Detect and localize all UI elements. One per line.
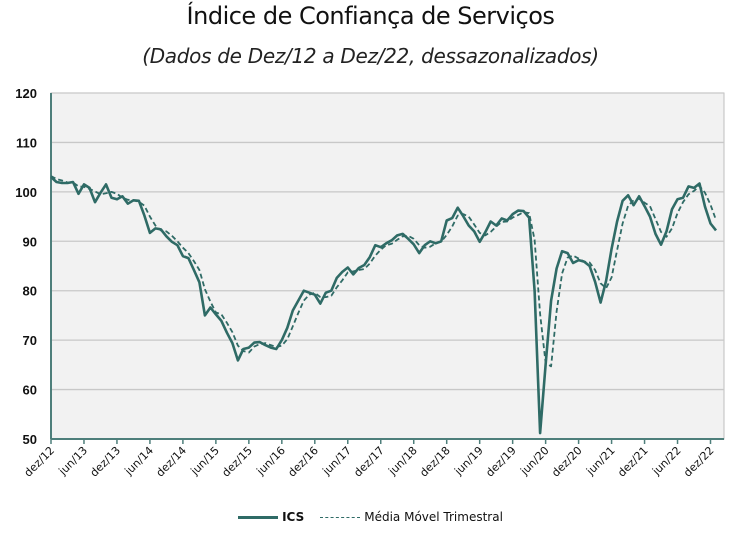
y-tick-label: 120 <box>15 86 37 101</box>
y-tick-label: 90 <box>23 234 37 249</box>
x-tick-label: dez/18 <box>417 444 453 480</box>
y-axis: 50 60 70 80 90 100 110 120 <box>15 86 37 447</box>
x-tick-label: dez/20 <box>549 444 585 480</box>
x-tick-label: jun/20 <box>517 444 551 478</box>
y-tick-label: 60 <box>23 383 37 398</box>
x-tick-label: jun/17 <box>319 444 353 478</box>
series-group <box>50 175 718 435</box>
x-tick-label: jun/22 <box>649 444 683 478</box>
y-tick-label: 50 <box>23 432 37 447</box>
y-tick-label: 110 <box>16 135 37 150</box>
legend-label-moving-average: Média Móvel Trimestral <box>364 510 503 524</box>
x-tick-label: jun/21 <box>583 444 617 478</box>
legend-label-ics: ICS <box>282 510 305 524</box>
x-tick-label: dez/13 <box>88 444 124 480</box>
x-tick-label: dez/19 <box>483 444 519 480</box>
x-tick-label: jun/15 <box>188 444 222 478</box>
legend-item-ics: ICS <box>238 510 304 524</box>
x-tick-label: dez/14 <box>154 444 190 480</box>
series-moving-average-line <box>50 175 717 368</box>
y-tick-label: 80 <box>23 284 37 299</box>
legend: ICS Média Móvel Trimestral <box>0 510 741 524</box>
x-tick-label: dez/22 <box>681 444 717 480</box>
chart-subtitle: (Dados de Dez/12 a Dez/22, dessazonaliza… <box>142 44 599 68</box>
y-tick-label: 70 <box>23 333 37 348</box>
legend-swatch-solid <box>238 515 279 519</box>
x-tick-label: jun/14 <box>122 444 156 478</box>
y-tick-label: 100 <box>15 185 37 200</box>
x-tick-label: dez/17 <box>351 444 387 480</box>
x-tick-label: dez/21 <box>615 444 651 480</box>
chart-title: Índice de Confiança de Serviços <box>186 2 555 30</box>
x-tick-label: jun/18 <box>385 444 419 478</box>
x-tick-label: dez/15 <box>219 444 255 480</box>
legend-swatch-dashed <box>320 516 361 518</box>
x-tick-label: jun/19 <box>451 444 485 478</box>
x-tick-label: dez/12 <box>22 444 58 480</box>
plot-area <box>50 92 725 440</box>
x-tick-label: jun/16 <box>254 444 288 478</box>
legend-item-moving-average: Média Móvel Trimestral <box>320 510 503 524</box>
x-tick-label: dez/16 <box>285 444 321 480</box>
x-tick-label: jun/13 <box>56 444 90 478</box>
